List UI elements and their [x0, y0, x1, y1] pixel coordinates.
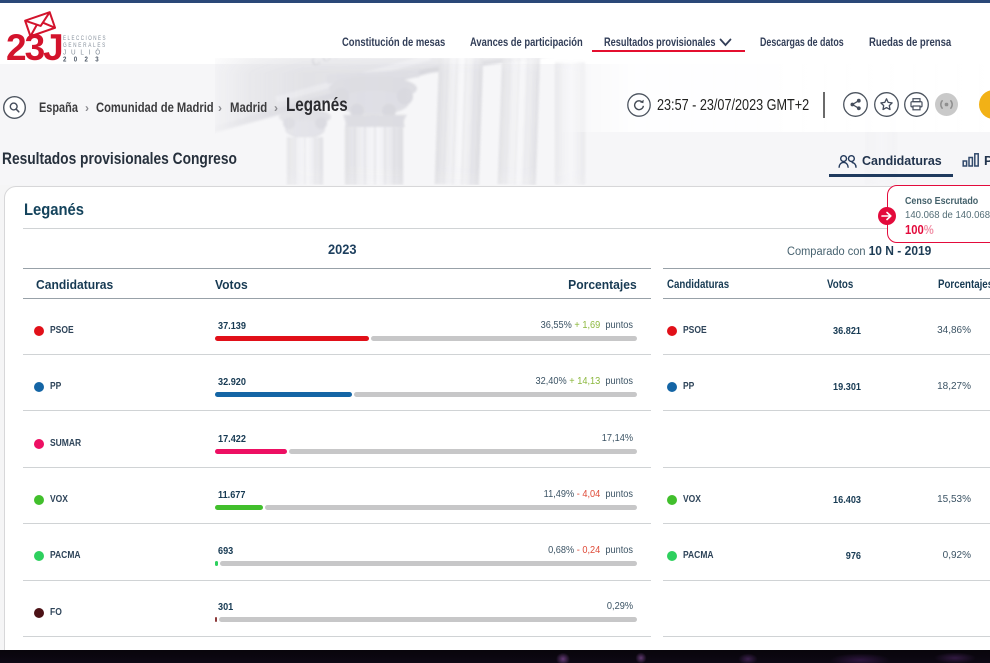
svg-text:JULIÓ: JULIÓ: [63, 48, 105, 57]
svg-text:23J: 23J: [6, 27, 62, 68]
svg-text:2023: 2023: [63, 57, 106, 64]
svg-text:GENERALES: GENERALES: [63, 42, 107, 49]
svg-text:ELECCIONES: ELECCIONES: [63, 35, 107, 42]
